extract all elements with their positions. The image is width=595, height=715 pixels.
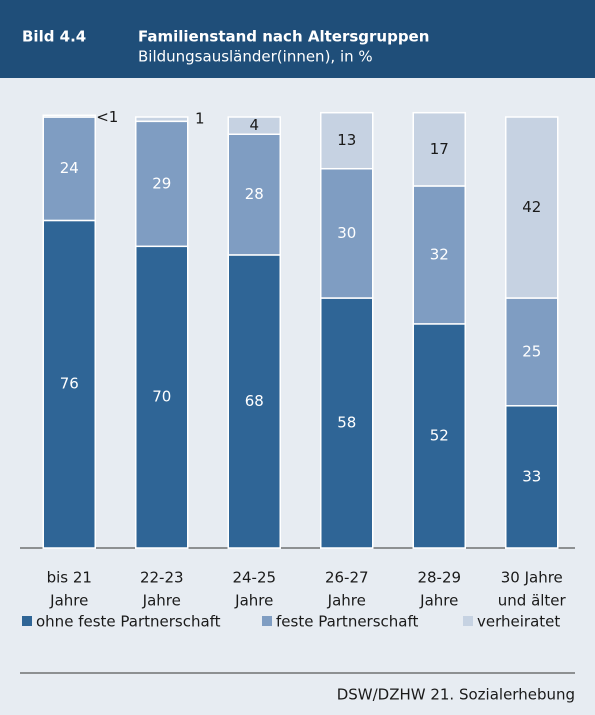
- x-tick-label: Jahre: [234, 592, 273, 610]
- x-tick-label: Jahre: [142, 592, 181, 610]
- x-tick-label: Jahre: [49, 592, 88, 610]
- legend-label: verheiratet: [477, 613, 560, 631]
- bar-segment: [227, 116, 281, 135]
- x-tick-label: und älter: [498, 592, 567, 610]
- figure-label: Bild 4.4: [22, 28, 86, 46]
- bar-segment: [42, 116, 96, 222]
- data-label: <1: [96, 108, 118, 126]
- legend-swatch: [463, 616, 473, 626]
- data-label: 68: [245, 392, 264, 410]
- x-tick-label: Jahre: [419, 592, 458, 610]
- data-label: 1: [195, 110, 205, 128]
- x-tick-label: 26-27: [325, 569, 369, 587]
- bar-segment: [135, 245, 189, 549]
- legend-swatch: [22, 616, 32, 626]
- data-label: 33: [522, 467, 541, 485]
- bar-segment: [412, 323, 466, 549]
- data-label: 13: [337, 131, 356, 149]
- header-band: [0, 0, 595, 78]
- data-label: 25: [522, 342, 541, 360]
- data-label: 29: [152, 174, 171, 192]
- chart-subtitle: Bildungsausländer(innen), in %: [138, 48, 373, 66]
- legend-swatch: [262, 616, 272, 626]
- bar-segment: [135, 116, 189, 123]
- x-tick-label: 30 Jahre: [501, 569, 563, 587]
- data-label: 58: [337, 414, 356, 432]
- data-label: 24: [60, 159, 79, 177]
- bar-segment: [505, 405, 559, 549]
- x-tick-label: 22-23: [140, 569, 184, 587]
- chart-title: Familienstand nach Altersgruppen: [138, 28, 429, 46]
- source: DSW/DZHW 21. Sozialerhebung: [337, 686, 575, 704]
- bar-segment: [412, 111, 466, 187]
- bar-segment: [227, 254, 281, 549]
- legend-label: ohne feste Partnerschaft: [36, 613, 221, 631]
- x-tick-label: 28-29: [417, 569, 461, 587]
- data-label: 70: [152, 388, 171, 406]
- x-tick-label: bis 21: [47, 569, 92, 587]
- bar-segment: [320, 111, 374, 170]
- x-tick-label: 24-25: [232, 569, 276, 587]
- data-label: 76: [60, 375, 79, 393]
- x-tick-label: Jahre: [327, 592, 366, 610]
- bar-segment: [42, 219, 96, 549]
- bar-segment: [412, 185, 466, 325]
- data-label: 42: [522, 198, 541, 216]
- data-label: 52: [430, 426, 449, 444]
- data-label: 28: [245, 185, 264, 203]
- data-label: 17: [430, 140, 449, 158]
- legend-label: feste Partnerschaft: [276, 613, 418, 631]
- bar-segment: [42, 114, 96, 118]
- data-label: 32: [430, 245, 449, 263]
- bar-segment: [505, 116, 559, 299]
- data-label: 30: [337, 224, 356, 242]
- data-label: 4: [249, 116, 259, 134]
